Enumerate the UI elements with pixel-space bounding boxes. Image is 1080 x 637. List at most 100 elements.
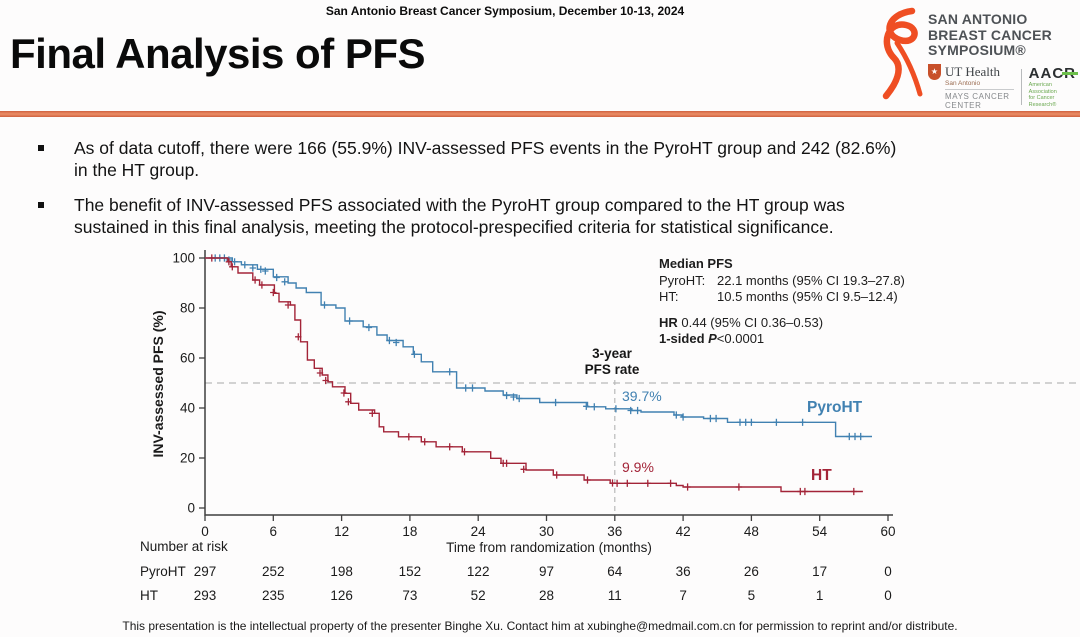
censor-mark [270,288,277,297]
censor-mark [249,264,256,272]
x-tick-label: 60 [880,524,895,539]
censor-mark [273,273,280,282]
aacr-sub-1: American Association [1028,82,1057,95]
censor-mark [748,418,755,426]
ut-health-sub: San Antonio [945,79,981,87]
censor-mark [365,323,373,332]
censor-mark [520,465,527,473]
censor-mark [850,487,857,496]
censor-mark [208,254,215,262]
censor-mark [346,317,353,325]
y-tick-label: 60 [180,351,195,366]
x-tick-label: 54 [812,524,828,539]
censor-mark [322,376,329,385]
ut-shield-icon: ★ [928,63,941,80]
censor-mark [851,432,859,441]
pyroht-rate-value: 39.7% [622,388,662,404]
censor-mark [712,414,720,423]
censor-mark [801,487,809,496]
risk-value: 36 [675,564,691,579]
censor-mark [742,418,749,426]
x-axis-title: Time from randomization (months) [446,540,652,555]
logo-line-1: SAN ANTONIO [928,11,1028,27]
y-axis-title: INV-assessed PFS (%) [150,310,166,458]
risk-value: 52 [470,588,486,603]
risk-value: 122 [466,564,490,579]
censor-mark [684,483,691,491]
aacr-green-dash-icon [1062,72,1078,75]
risk-value: 1 [815,588,824,603]
ut-health-logo: ★ UT Health San Antonio MAYS CANCER CENT… [928,63,1014,110]
censor-mark [503,459,510,467]
risk-value: 293 [193,588,217,603]
censor-mark [644,479,651,487]
ut-health-name: UT Health [945,63,1000,79]
censor-mark [229,263,236,271]
x-tick-label: 12 [334,524,349,539]
risk-value: 11 [607,588,622,603]
stats-row-ht: HT: 10.5 months (95% CI 9.5–12.4) [659,289,898,304]
bullet-marker-icon [38,145,44,151]
censor-mark [553,471,560,479]
sabcs-logo: SAN ANTONIO BREAST CANCER SYMPOSIUM® ★ U… [876,6,1078,110]
censor-mark [584,476,591,484]
hazard-ratio: HR 0.44 (95% CI 0.36–0.53) [659,314,824,330]
risk-value: 97 [538,564,555,579]
y-tick-label: 100 [172,251,195,266]
stats-row-pyroht: PyroHT: 22.1 months (95% CI 19.3–27.8) [659,272,905,288]
censor-mark [345,398,352,406]
censor-mark [503,391,510,400]
risk-value: 126 [330,588,353,603]
ribbon-icon [882,7,923,100]
censor-mark [591,403,598,411]
censor-mark [262,267,269,275]
censor-mark [257,265,264,273]
bullet-list: As of data cutoff, there were 166 (55.9%… [38,137,1038,251]
risk-value: 73 [402,588,418,603]
censor-mark [799,418,806,426]
logo-divider [1020,68,1022,105]
censor-mark [281,278,288,286]
ht-curve-label: HT [811,467,832,484]
censor-mark [516,394,523,403]
x-tick-label: 36 [607,524,622,539]
censor-mark [707,414,714,423]
risk-value: 28 [538,588,555,603]
censor-mark [624,479,631,487]
y-tick-label: 40 [180,401,195,416]
censor-mark [846,432,853,441]
censor-mark [340,389,348,397]
median-pfs-stats: Median PFS PyroHT: 22.1 months (95% CI 19… [659,256,905,348]
censor-mark [627,406,634,415]
risk-row-name: HT [140,588,158,603]
censor-mark [552,398,559,407]
censor-mark [462,384,469,392]
km-curve-pyroht [205,257,872,438]
censor-mark [667,479,674,487]
x-tick-label: 0 [201,524,209,539]
censor-mark [295,333,302,341]
pyroht-curve-label: PyroHT [807,399,863,416]
p-value: 1-sided P<0.0001 [659,331,765,346]
risk-value: 7 [679,588,687,603]
risk-value: 297 [193,564,217,579]
stats-title: Median PFS [659,256,733,271]
x-tick-label: 6 [270,524,278,539]
aacr-logo: AACR American Association for Cancer Res… [1028,65,1078,108]
risk-value: 152 [398,564,422,579]
logo-line-3: SYMPOSIUM® [928,42,1026,58]
risk-value: 252 [262,564,285,579]
censor-mark [583,402,590,410]
censor-mark [679,413,687,421]
bullet-2-line-1: The benefit of INV-assessed PFS associat… [74,195,845,215]
x-tick-label: 30 [539,524,554,539]
censor-mark [469,384,476,392]
y-tick-label: 80 [180,301,195,316]
risk-value: 5 [747,588,756,603]
risk-value: 17 [812,564,828,579]
censor-mark [613,479,621,487]
censor-mark [405,433,412,441]
censor-mark [612,405,620,413]
bullet-marker-icon [38,202,44,208]
